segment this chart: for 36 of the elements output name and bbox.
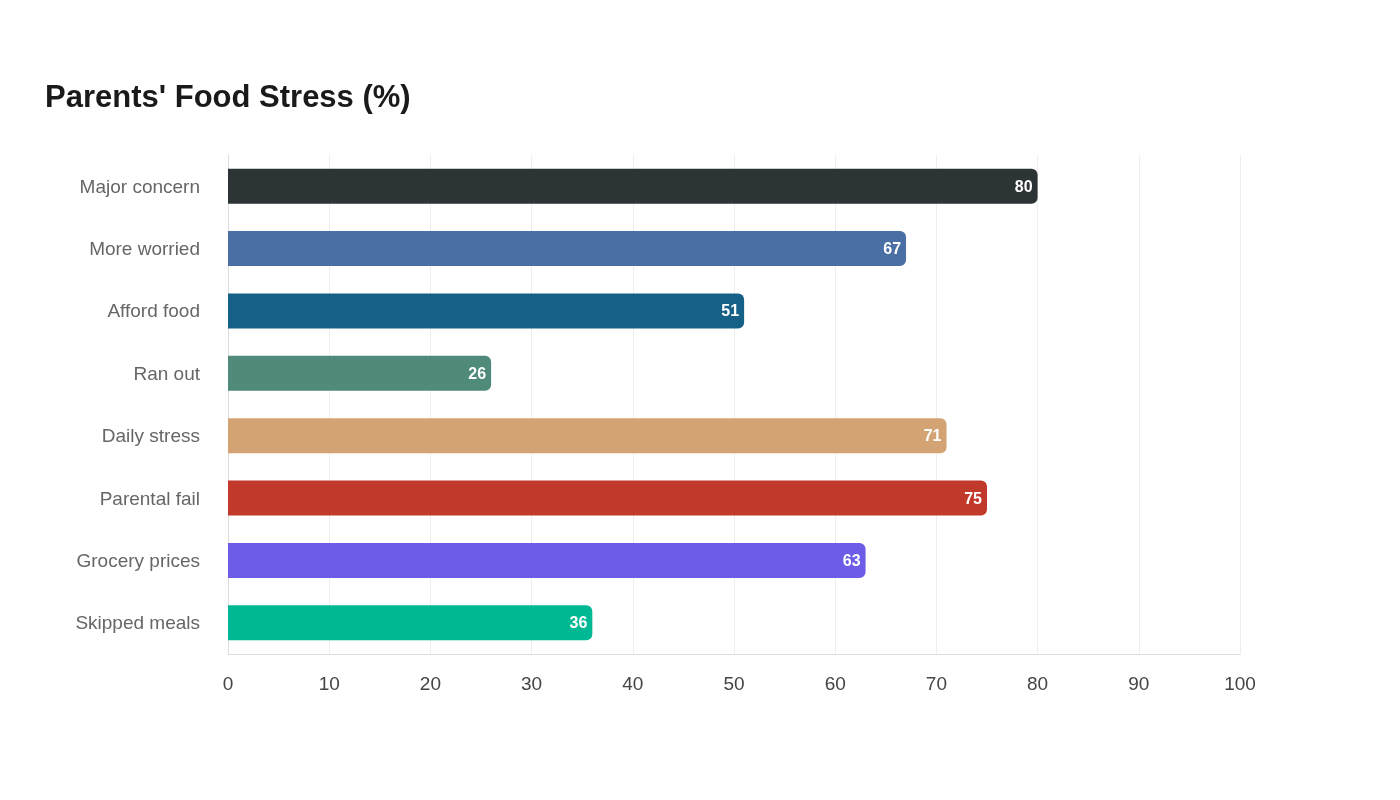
- data-label: 26: [468, 364, 487, 382]
- x-tick-label: 90: [1128, 673, 1150, 694]
- y-tick-label: Afford food: [107, 300, 200, 322]
- x-tick-label: 30: [521, 673, 543, 694]
- bar: [228, 168, 1038, 204]
- bar: [228, 605, 593, 641]
- y-tick-label: Major concern: [79, 175, 200, 197]
- x-tick-label: 20: [419, 673, 441, 694]
- data-label: 67: [883, 240, 902, 258]
- y-tick-label: Skipped meals: [75, 612, 200, 634]
- y-tick-label: Ran out: [133, 362, 201, 384]
- bar: [228, 542, 866, 578]
- chart-title: Parents' Food Stress (%): [45, 79, 411, 114]
- x-tick-label: 50: [723, 673, 745, 694]
- bar: [228, 418, 947, 454]
- data-label: 71: [923, 427, 942, 445]
- x-tick-label: 80: [1027, 673, 1049, 694]
- x-tick-label: 100: [1224, 673, 1256, 694]
- data-label: 75: [964, 489, 983, 507]
- x-tick-label: 0: [222, 673, 234, 694]
- data-label: 36: [569, 614, 588, 632]
- x-tick-label: 70: [925, 673, 947, 694]
- y-tick-label: Parental fail: [99, 487, 200, 509]
- data-label: 80: [1014, 177, 1033, 195]
- bar: [228, 355, 492, 391]
- data-label: 63: [842, 551, 861, 569]
- bar: [228, 231, 907, 267]
- y-tick-label: Daily stress: [101, 425, 200, 447]
- bar: [228, 480, 987, 516]
- data-label: 51: [721, 302, 740, 320]
- y-tick-label: More worried: [89, 238, 200, 260]
- bar: [228, 293, 745, 329]
- x-tick-label: 40: [622, 673, 644, 694]
- y-tick-label: Grocery prices: [76, 549, 200, 571]
- x-tick-label: 60: [824, 673, 846, 694]
- x-tick-label: 10: [318, 673, 340, 694]
